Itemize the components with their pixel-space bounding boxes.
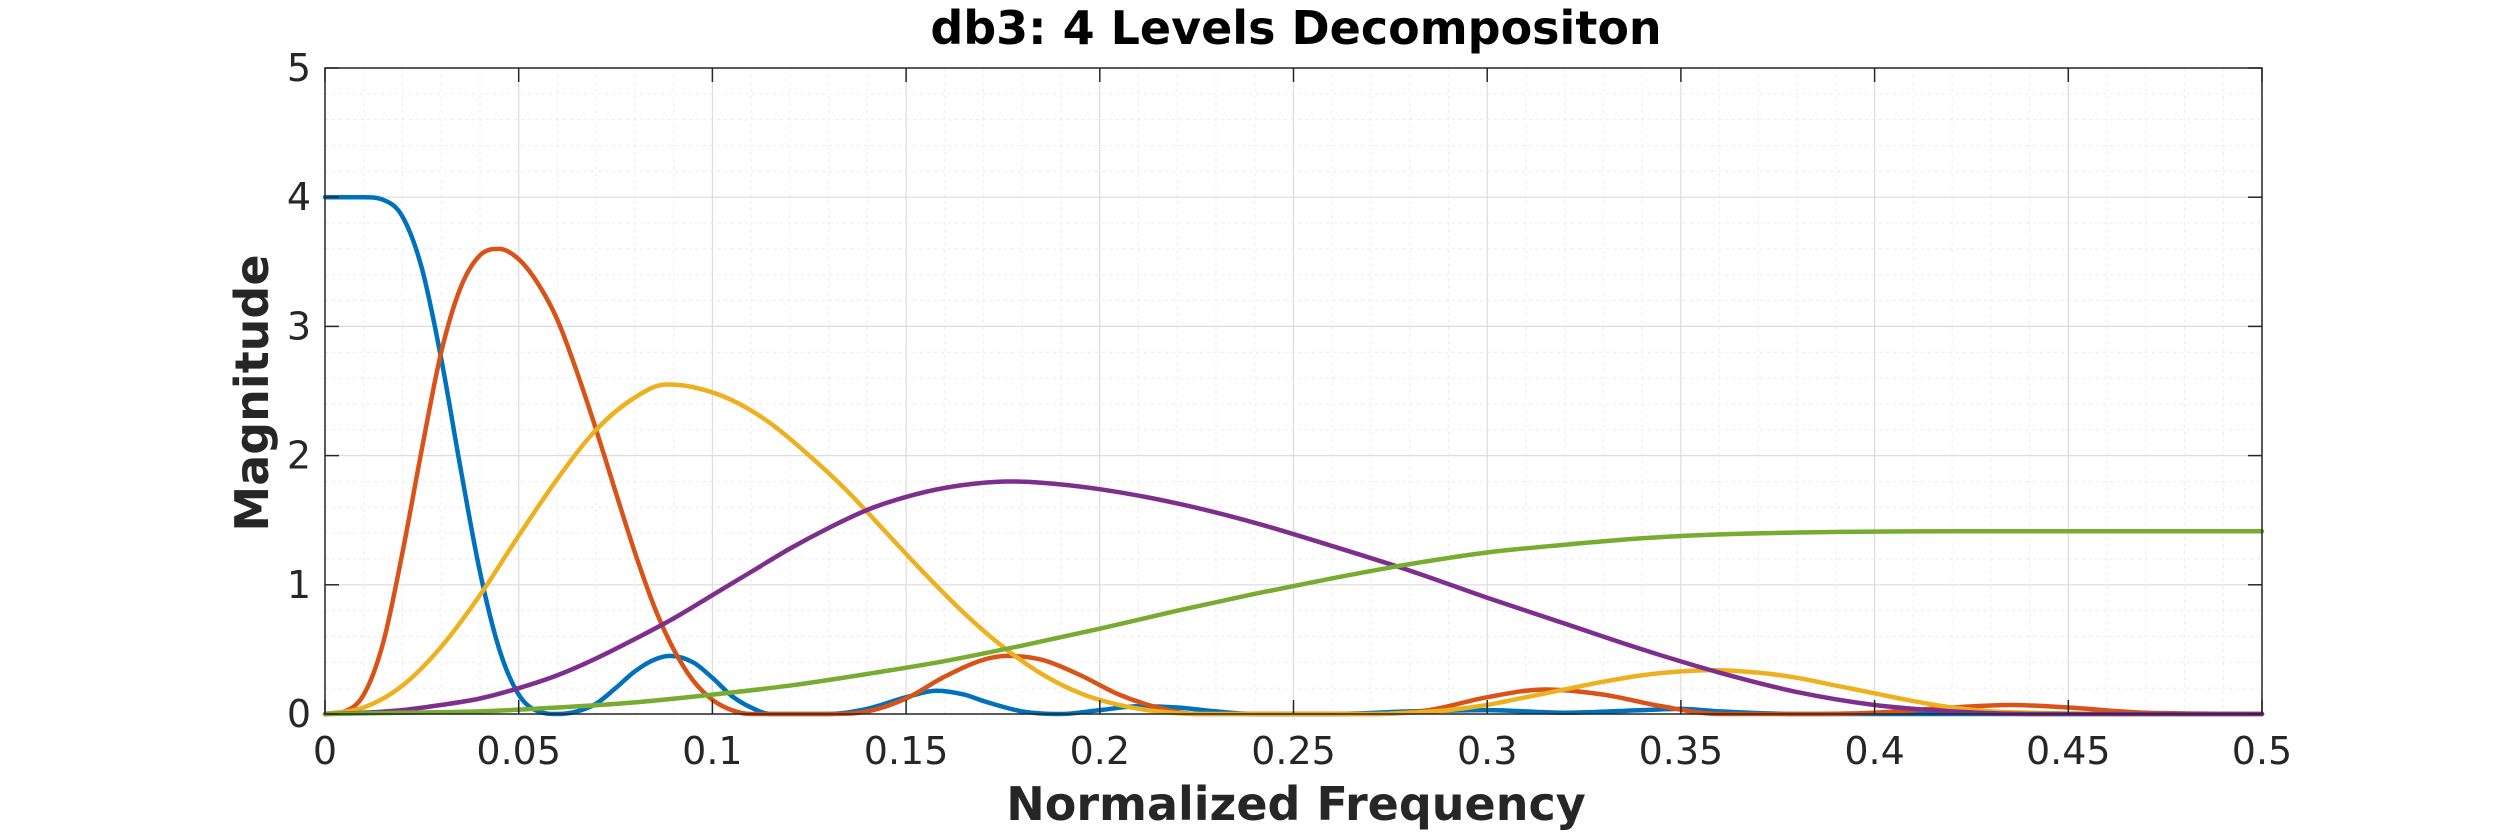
x-tick-label: 0 (313, 729, 337, 773)
y-tick-label: 3 (287, 304, 311, 348)
x-tick-label: 0.15 (864, 729, 949, 773)
x-tick-label: 0.35 (1639, 729, 1724, 773)
x-tick-label: 0.3 (1457, 729, 1517, 773)
y-tick-labels: 0 1 2 3 4 5 (287, 46, 311, 736)
series-line-4 (322, 479, 2265, 717)
chart-title: db3: 4 Levels Decompositon (930, 1, 1661, 55)
y-axis-label: Magnitude (225, 254, 279, 531)
x-tick-label: 0.45 (2026, 729, 2111, 773)
x-tick-label: 0.2 (1070, 729, 1130, 773)
series-line-3 (322, 382, 2265, 717)
x-tick-label: 0.1 (682, 729, 742, 773)
tick-marks (324, 67, 2263, 715)
y-tick-label: 5 (287, 46, 311, 90)
series-line-5 (322, 529, 2265, 717)
x-tick-labels: 0 0.05 0.1 0.15 0.2 0.25 0.3 0.35 0.4 0.45 0.5 (313, 729, 2292, 773)
y-tick-label: 4 (287, 175, 311, 219)
y-tick-label: 2 (287, 434, 311, 478)
x-axis-label: Normalized Frequency (1006, 777, 1585, 831)
x-tick-label: 0.4 (1844, 729, 1904, 773)
x-tick-label: 0.05 (476, 729, 561, 773)
y-tick-label: 0 (287, 692, 311, 736)
x-tick-label: 0.5 (2232, 729, 2292, 773)
major-grid (324, 67, 2263, 715)
x-tick-label: 0.25 (1251, 729, 1336, 773)
y-tick-label: 1 (287, 563, 311, 607)
